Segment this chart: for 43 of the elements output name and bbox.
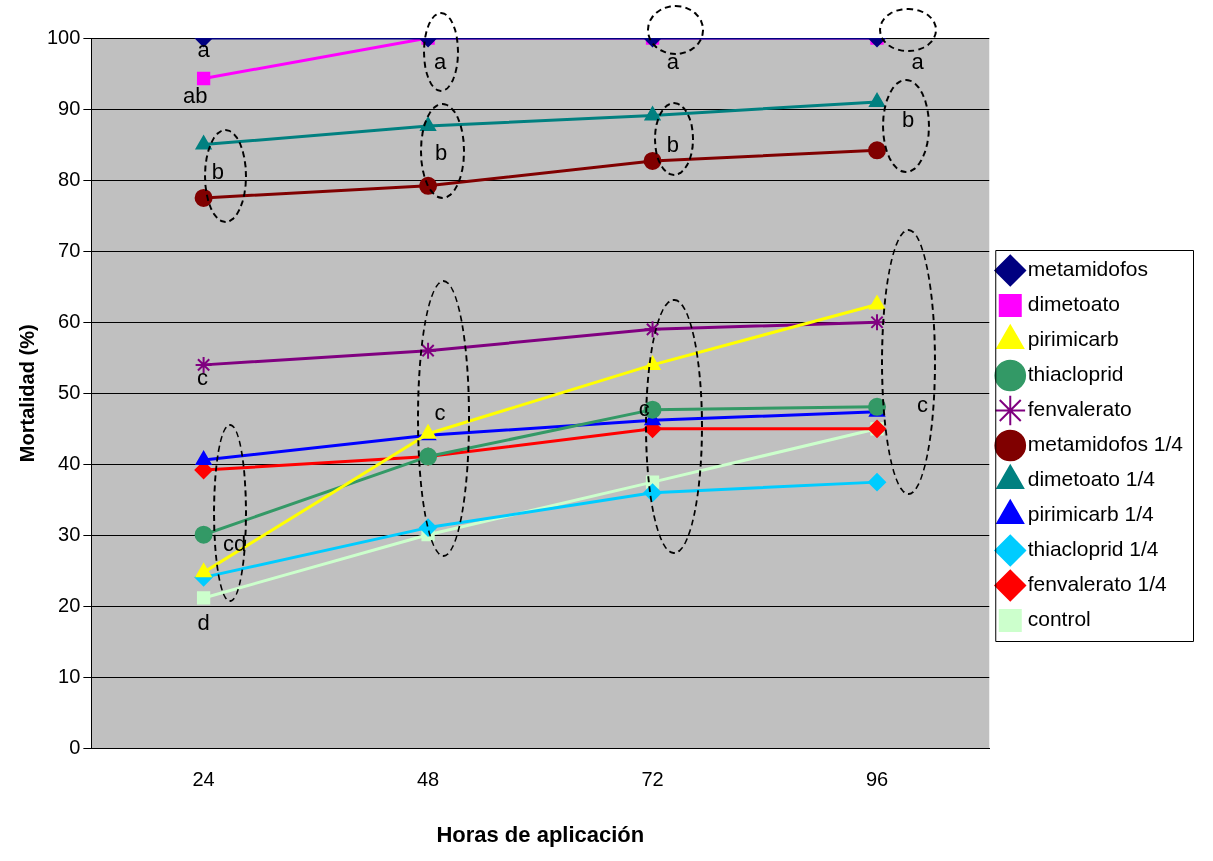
annotation: ab <box>183 82 208 108</box>
annotation: cd <box>223 530 247 556</box>
annotation: a <box>433 48 447 74</box>
annotation: c <box>196 364 208 390</box>
y-tick-label: 40 <box>58 451 81 474</box>
annotation: a <box>911 48 925 74</box>
y-tick-label: 100 <box>46 25 81 48</box>
legend-label: metamidofos 1/4 <box>1027 432 1184 456</box>
annotation: a <box>197 36 211 62</box>
annotation: b <box>211 158 225 184</box>
y-tick-label: 30 <box>58 522 81 545</box>
legend-label: metamidofos <box>1027 257 1148 281</box>
y-axis-title: Mortalidad (%) <box>15 324 38 463</box>
x-tick-label: 72 <box>641 768 664 791</box>
y-tick-label: 10 <box>58 665 81 688</box>
legend-label: pirimicarb 1/4 <box>1027 502 1155 526</box>
y-tick-label: 80 <box>58 167 81 190</box>
y-tick-label: 90 <box>58 96 81 119</box>
legend-label: pirimicarb <box>1027 327 1119 351</box>
legend-label: thiacloprid <box>1027 362 1124 386</box>
annotation: b <box>435 140 448 166</box>
x-tick-label: 24 <box>192 768 215 791</box>
y-tick-label: 50 <box>58 380 81 403</box>
x-tick-label: 96 <box>865 768 889 791</box>
annotation: b <box>666 132 679 158</box>
y-tick-label: 0 <box>69 736 81 759</box>
y-tick-label: 70 <box>58 238 81 261</box>
legend-label: dimetoato 1/4 <box>1027 467 1156 491</box>
annotation: d <box>197 609 210 635</box>
legend-label: fenvalerato 1/4 <box>1027 572 1168 596</box>
legend-label: fenvalerato <box>1027 397 1132 421</box>
annotation: b <box>901 107 915 133</box>
annotation: c <box>638 395 650 421</box>
annotation: c <box>916 391 928 417</box>
y-tick-label: 60 <box>58 309 81 332</box>
annotation: c <box>434 399 446 425</box>
x-tick-label: 48 <box>416 768 440 791</box>
x-axis-title: Horas de aplicación <box>436 821 645 847</box>
annotation: a <box>666 48 680 74</box>
y-tick-label: 20 <box>58 594 81 616</box>
legend-label: control <box>1027 607 1091 631</box>
legend-label: thiacloprid 1/4 <box>1027 537 1159 561</box>
legend-label: dimetoato <box>1027 292 1120 316</box>
